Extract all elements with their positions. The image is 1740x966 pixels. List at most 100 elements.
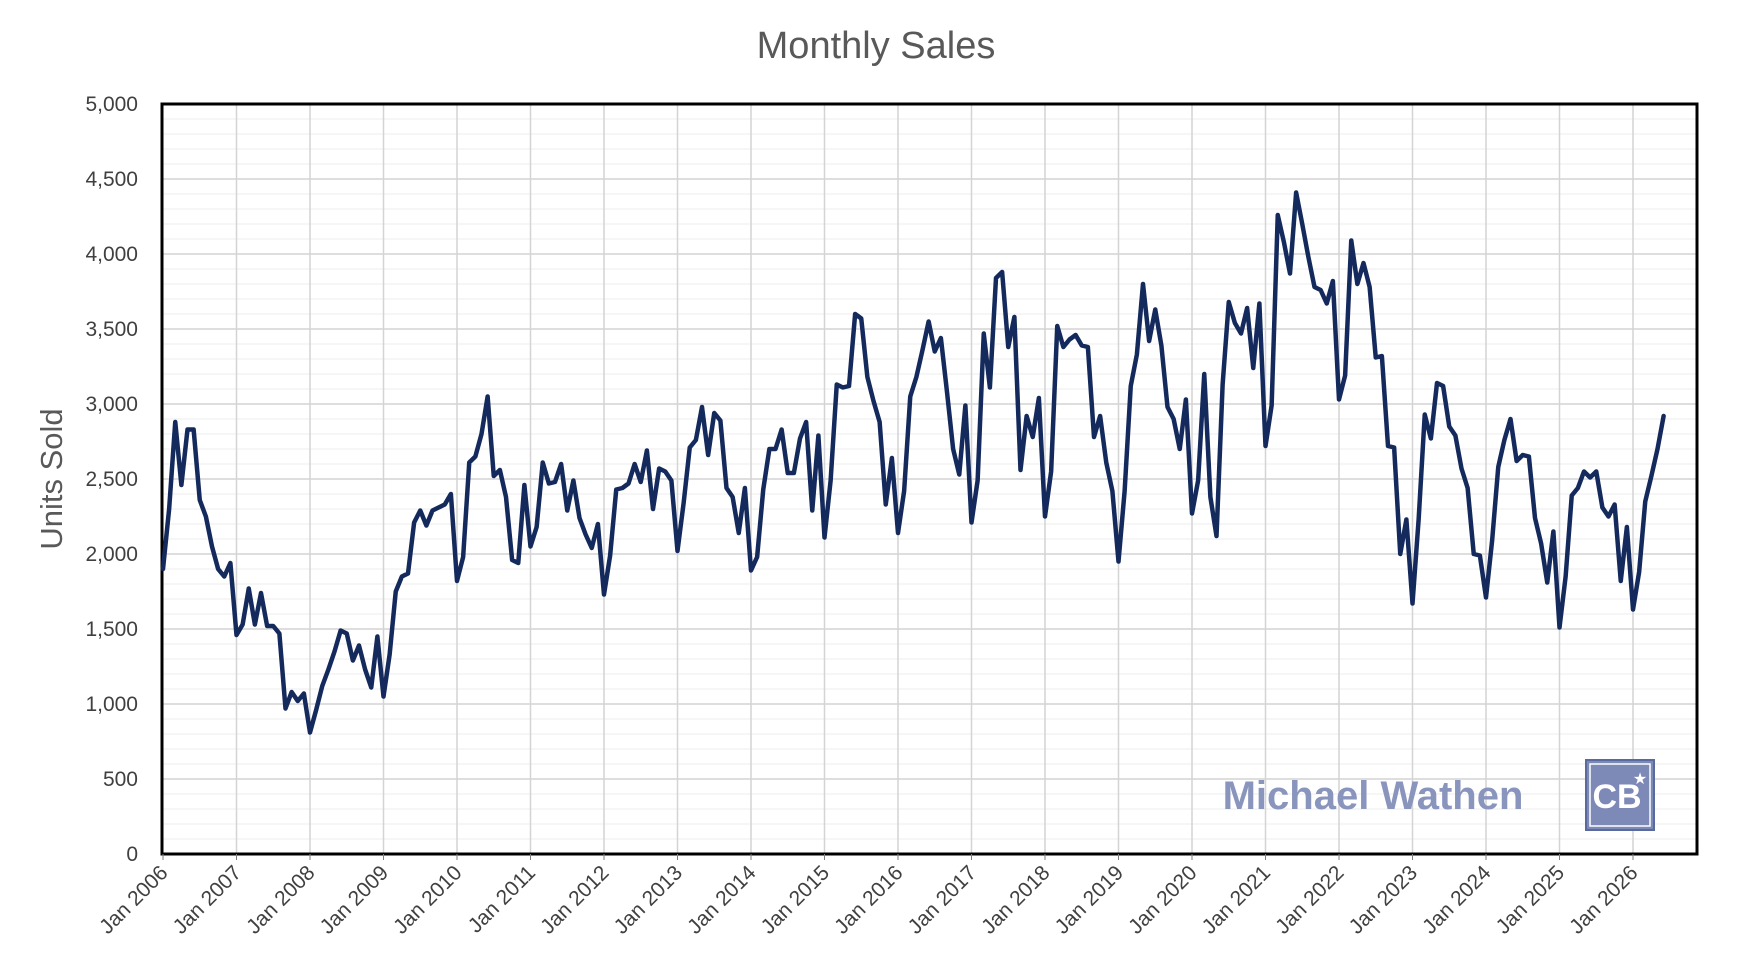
data-point	[621, 487, 623, 489]
data-point	[1559, 627, 1560, 628]
data-point	[346, 633, 348, 634]
data-point	[1307, 256, 1309, 258]
data-point	[854, 313, 856, 315]
data-point	[1412, 603, 1413, 604]
data-point	[242, 624, 244, 625]
logo-mark: CB	[1592, 778, 1641, 816]
data-point	[1142, 283, 1144, 285]
data-point	[217, 568, 219, 570]
data-point	[646, 450, 648, 451]
data-point	[1497, 466, 1499, 468]
data-point	[285, 708, 286, 709]
y-tick-label: 3,000	[85, 393, 138, 416]
data-point	[1363, 262, 1364, 264]
y-tick-label: 0	[126, 843, 138, 866]
data-point	[487, 396, 489, 397]
data-point	[1338, 399, 1340, 400]
data-point	[389, 654, 391, 655]
y-tick-label: 3,500	[85, 318, 138, 341]
data-point	[799, 438, 801, 439]
data-point	[1032, 436, 1034, 438]
data-point	[1540, 543, 1542, 544]
data-point	[413, 522, 415, 523]
data-point	[689, 447, 691, 448]
series-line-units-sold	[160, 190, 1666, 735]
data-point	[1026, 415, 1028, 417]
data-point	[768, 448, 770, 450]
data-point	[523, 484, 525, 486]
data-point	[401, 576, 403, 577]
data-point	[1626, 526, 1628, 528]
data-point	[909, 396, 911, 397]
data-point	[1222, 384, 1224, 385]
data-point	[1007, 346, 1009, 348]
data-point	[205, 516, 207, 517]
data-point	[1314, 286, 1315, 288]
data-point	[701, 406, 703, 408]
data-point	[572, 480, 574, 481]
data-point	[1405, 519, 1407, 520]
data-point	[474, 456, 476, 457]
data-point	[989, 387, 991, 388]
data-point	[707, 454, 709, 456]
data-point	[1038, 397, 1040, 399]
data-point	[634, 463, 636, 465]
data-point	[1381, 355, 1383, 357]
data-point	[1332, 280, 1334, 282]
data-point	[407, 573, 409, 574]
data-point	[1442, 385, 1444, 387]
data-point	[419, 510, 421, 511]
data-point	[1326, 303, 1328, 304]
data-point	[1479, 555, 1481, 556]
data-point	[248, 588, 250, 589]
data-point	[677, 550, 678, 552]
data-point	[1283, 241, 1285, 243]
data-point	[922, 349, 923, 351]
data-point	[658, 468, 660, 469]
data-point	[1583, 471, 1585, 472]
data-point	[560, 463, 562, 465]
data-point	[603, 594, 605, 595]
data-point	[1528, 456, 1530, 457]
data-point	[1295, 192, 1297, 193]
data-point	[1197, 480, 1199, 481]
data-point	[1608, 516, 1609, 517]
star-icon: ★	[1633, 769, 1647, 788]
data-point	[670, 480, 672, 481]
data-point	[266, 625, 268, 627]
data-point	[168, 508, 170, 510]
data-point	[229, 562, 231, 564]
data-point	[585, 534, 587, 535]
data-point	[1111, 490, 1113, 492]
data-point	[1258, 303, 1260, 304]
data-point	[327, 669, 329, 670]
data-point	[340, 630, 342, 631]
data-point	[1056, 325, 1058, 327]
data-point	[591, 547, 593, 549]
data-point	[928, 321, 930, 322]
data-point	[505, 496, 507, 498]
data-point	[278, 633, 280, 634]
data-point	[775, 448, 776, 450]
data-point	[579, 517, 580, 519]
watermark: Michael Wathen CB ★	[1223, 759, 1655, 831]
data-point	[358, 645, 360, 646]
data-point	[1105, 462, 1107, 463]
data-point	[315, 709, 317, 711]
data-point	[915, 376, 917, 378]
data-point	[1301, 223, 1303, 225]
y-tick-label: 2,500	[85, 468, 138, 491]
data-point	[1620, 580, 1622, 582]
y-tick-label: 4,000	[85, 243, 138, 266]
data-point	[1148, 340, 1150, 342]
data-point	[1436, 382, 1438, 384]
data-point	[1093, 436, 1095, 438]
data-point	[860, 318, 862, 319]
data-point	[481, 433, 482, 435]
data-point	[1173, 418, 1175, 420]
data-point	[726, 487, 727, 489]
data-point	[1044, 516, 1046, 517]
data-point	[824, 537, 825, 538]
data-point	[1503, 439, 1505, 441]
data-point	[297, 700, 299, 702]
